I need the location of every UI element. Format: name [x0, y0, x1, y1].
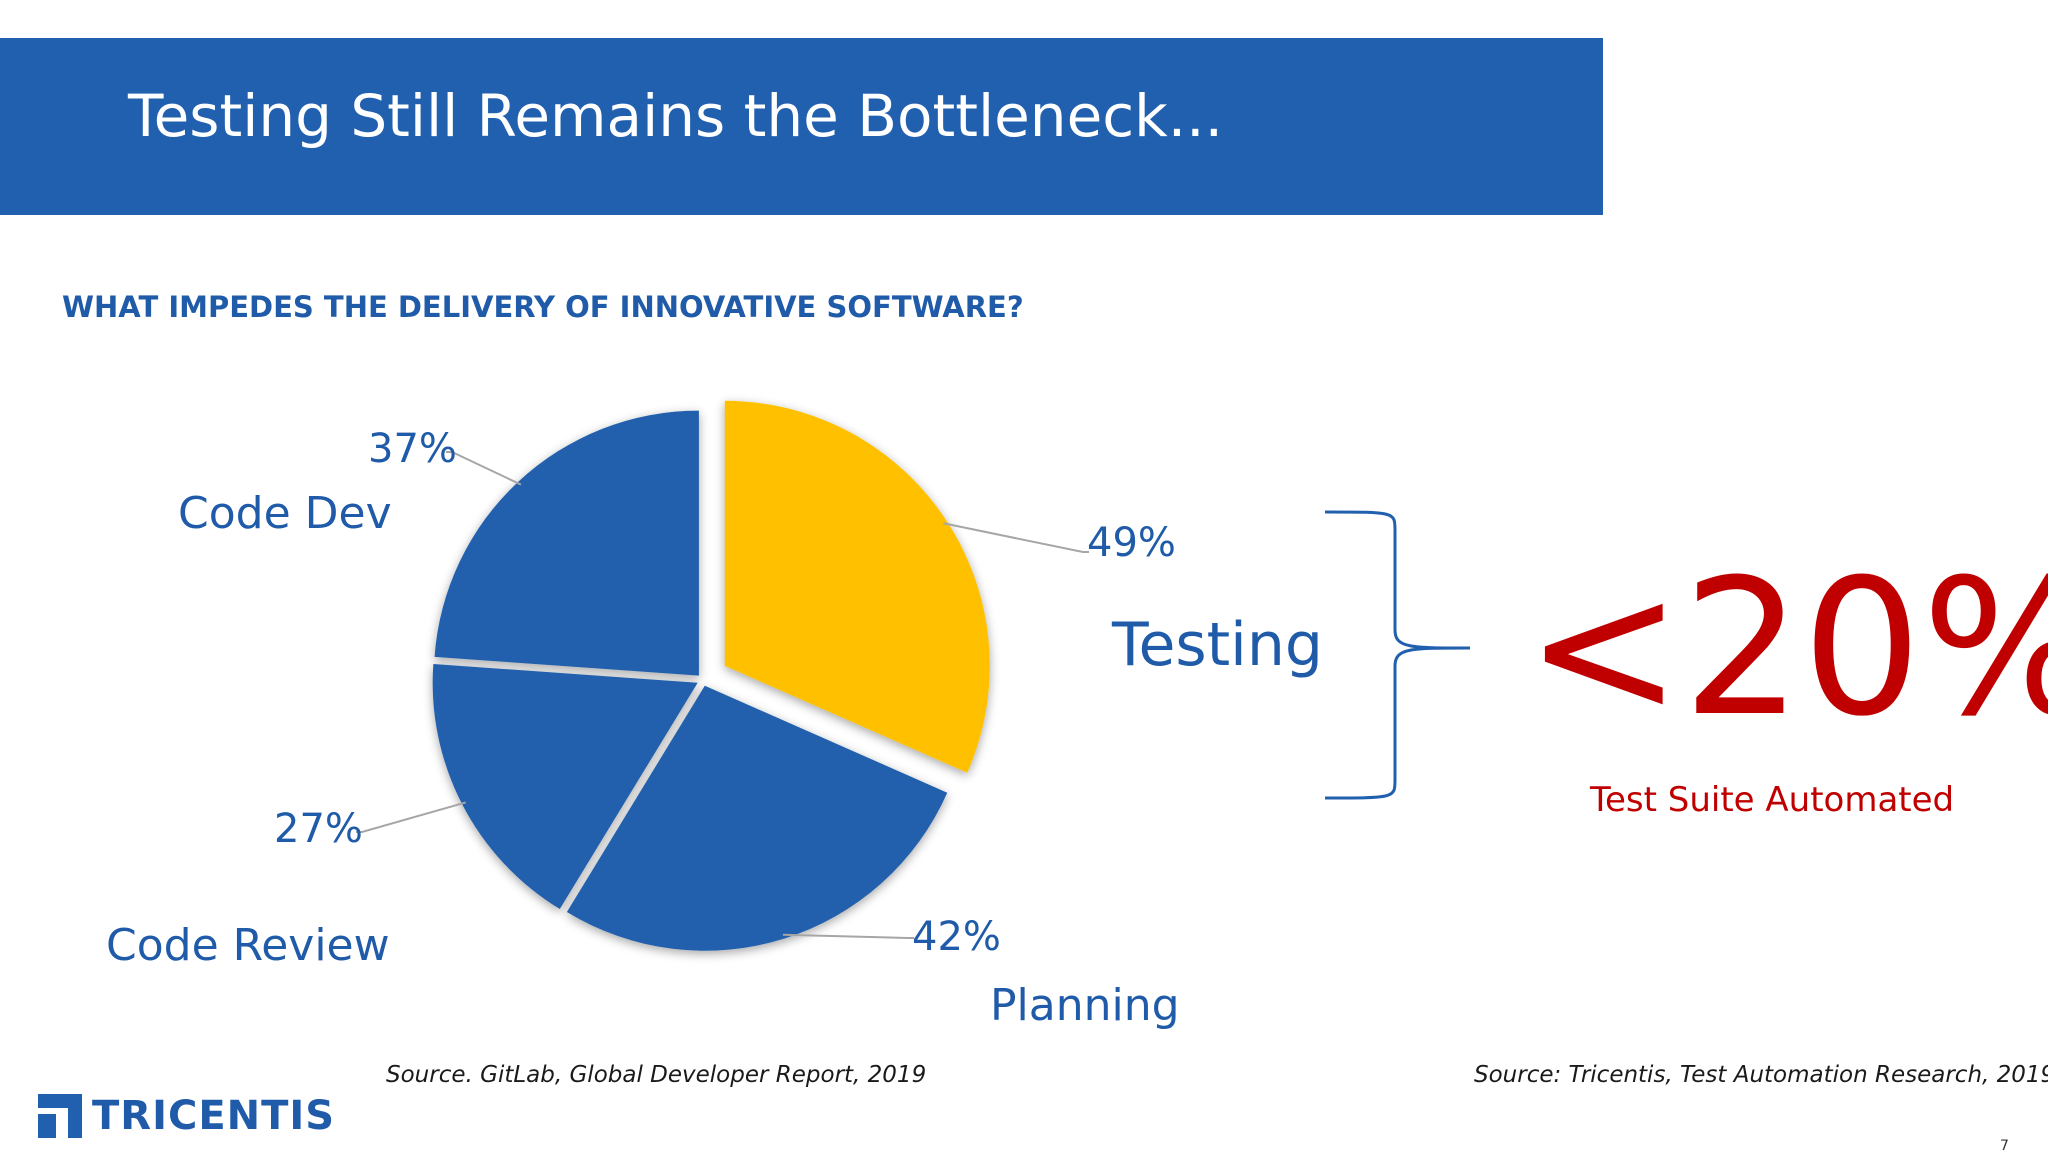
pie-category-label-code-dev: Code Dev: [178, 488, 392, 539]
pie-slice-code-dev: [434, 410, 699, 676]
pie-value-label-planning: 42%: [912, 914, 1001, 960]
tricentis-logo: TRICENTIS: [38, 1092, 335, 1140]
pie-category-label-planning: Planning: [990, 980, 1180, 1031]
chart-title: WHAT IMPEDES THE DELIVERY OF INNOVATIVE …: [62, 290, 1024, 324]
pie-category-label-testing: Testing: [1111, 610, 1323, 680]
tricentis-logo-icon: [38, 1094, 82, 1138]
pie-slice-planning: [566, 685, 948, 951]
leader-line-testing: [943, 522, 1089, 553]
pie-value-label-code-dev: 37%: [368, 426, 457, 472]
leader-line-code-dev: [446, 451, 522, 486]
pie-category-label-code-review: Code Review: [106, 920, 390, 971]
leader-line-code-review: [356, 801, 466, 833]
curly-brace: [1324, 510, 1471, 800]
automation-stat-value: <20%: [1525, 539, 2048, 758]
automation-stat-label: Test Suite Automated: [1590, 780, 1955, 820]
leader-line-planning: [782, 933, 914, 939]
logo-text: TRICENTIS: [92, 1093, 336, 1139]
chart-source: Source. GitLab, Global Developer Report,…: [386, 1062, 927, 1088]
pie-slice-testing: [724, 400, 990, 773]
pie-value-label-testing: 49%: [1087, 520, 1176, 566]
stat-source: Source: Tricentis, Test Automation Resea…: [1474, 1062, 2048, 1088]
title-bar: [0, 38, 1603, 215]
pie-slice-code-review: [432, 663, 698, 910]
page-number: 7: [2000, 1138, 2009, 1154]
pie-value-label-code-review: 27%: [274, 806, 363, 852]
slide-title: Testing Still Remains the Bottleneck...: [128, 82, 1224, 150]
